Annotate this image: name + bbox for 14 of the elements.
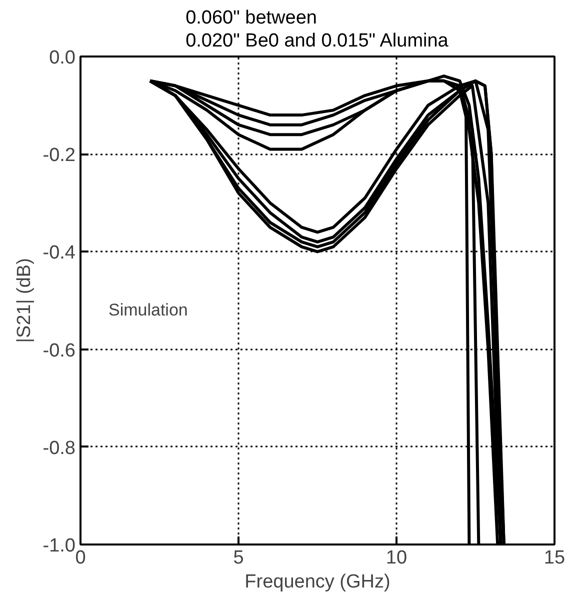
y-tick-label: 0.0 xyxy=(49,48,76,68)
x-tick-label: 0 xyxy=(75,548,86,568)
y-tick-label: -0.8 xyxy=(42,438,76,459)
x-tick-label: 15 xyxy=(544,548,566,568)
chart-title: 0.060" between 0.020" Be0 and 0.015" Alumina xyxy=(186,7,449,52)
y-tick-label: -0.6 xyxy=(42,340,76,362)
x-axis-title: Frequency (GHz) xyxy=(244,572,390,592)
x-tick-label: 5 xyxy=(233,548,244,568)
annotation: Simulation xyxy=(108,300,188,320)
y-axis-title: |S21| (dB) xyxy=(14,258,35,343)
y-tick-label: -1.0 xyxy=(42,536,76,556)
y-tick-label: -0.2 xyxy=(42,145,76,166)
x-tick-label: 10 xyxy=(386,548,408,568)
y-tick-label: -0.4 xyxy=(42,242,76,264)
